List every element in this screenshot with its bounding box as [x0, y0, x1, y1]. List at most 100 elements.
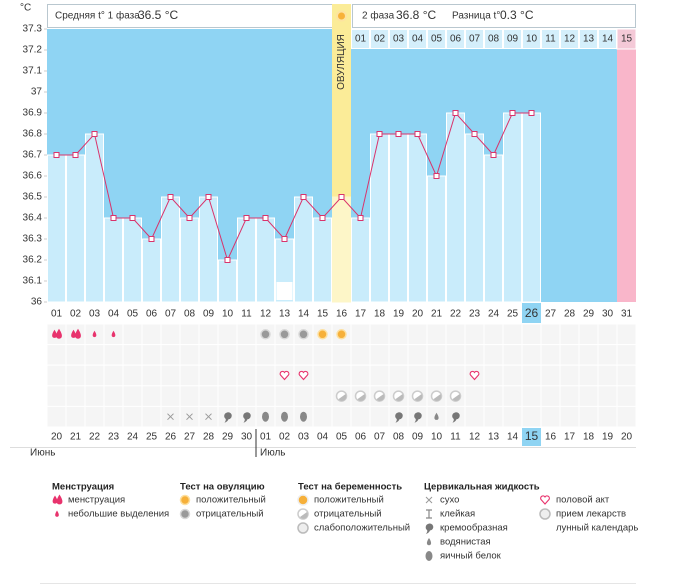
symbol-cell — [84, 364, 105, 387]
icon-ovpos — [336, 329, 347, 340]
phase2-day-label: 03 — [393, 34, 405, 45]
symbol-cell — [578, 385, 599, 407]
temperature-line — [56, 112, 532, 262]
symbol-cell — [331, 405, 352, 428]
icon-meds — [539, 508, 551, 520]
symbol-cell — [559, 344, 580, 366]
x-tick-label: 25 — [507, 309, 519, 320]
x-tick-label: 21 — [431, 309, 443, 320]
date-label: 20 — [51, 432, 63, 443]
month-label: Июль — [260, 448, 286, 459]
legend-label: слабоположительный — [314, 523, 410, 534]
symbol-cell — [312, 385, 333, 407]
x-tick-label: 14 — [298, 309, 310, 320]
disc — [298, 329, 309, 340]
bar — [408, 133, 427, 303]
x-tick-label: 18 — [374, 309, 386, 320]
symbol-cell — [179, 344, 200, 366]
comma — [243, 412, 251, 423]
phase2-cell — [541, 29, 560, 49]
drop — [52, 329, 57, 338]
symbol-cell — [160, 344, 181, 366]
x-tick-label: 20 — [412, 309, 424, 320]
symbol-cell — [84, 385, 105, 407]
bar — [484, 154, 503, 303]
phase2-day-label: 07 — [469, 34, 481, 45]
bar — [180, 217, 199, 303]
icon-moon — [541, 523, 546, 533]
phase2-day-label: 06 — [450, 34, 462, 45]
symbol-cell — [198, 385, 219, 407]
diff-value: 0.3 °C — [500, 8, 534, 22]
symbol-cell — [84, 344, 105, 366]
egg — [262, 411, 269, 422]
symbol-cell — [502, 344, 523, 366]
y-tick-label: 36.6 — [23, 171, 43, 182]
temperature-point — [186, 215, 193, 221]
symbol-cell — [483, 344, 504, 366]
disc — [179, 508, 191, 520]
symbol-cell — [559, 364, 580, 387]
bar — [123, 217, 142, 303]
icon-pregweak — [297, 522, 309, 534]
phase2-cell — [484, 29, 503, 49]
legend-label: клейкая — [440, 509, 475, 520]
bar — [332, 196, 351, 303]
symbol-cell — [179, 323, 200, 346]
moon — [541, 523, 546, 533]
icon-ovpos — [179, 494, 191, 506]
symbol-cell — [540, 323, 561, 346]
icon-heart — [279, 370, 290, 381]
x-tick-label: 06 — [146, 309, 158, 320]
date-label: 11 — [450, 432, 461, 443]
bar — [294, 196, 313, 303]
date-label: 03 — [298, 432, 310, 443]
symbol-cell — [578, 344, 599, 366]
symbol-cell — [540, 385, 561, 407]
date-label: 27 — [184, 432, 196, 443]
x-tick-label: 05 — [127, 309, 139, 320]
symbol-cell — [407, 323, 428, 346]
icon-egg — [425, 551, 433, 561]
legend-title: Цервикальная жидкость — [424, 482, 540, 493]
temperature-point — [72, 152, 79, 158]
y-tick-label: 36.9 — [23, 108, 43, 119]
symbol-cell — [559, 323, 580, 346]
symbol-cell — [217, 344, 238, 366]
symbol-cell — [103, 385, 124, 407]
symbol-cell — [331, 344, 352, 366]
symbol-cell — [483, 364, 504, 387]
symbol-cell — [141, 405, 162, 428]
symbol-cell — [597, 385, 618, 407]
symbol-cell — [388, 344, 409, 366]
bar — [370, 133, 389, 303]
shade — [338, 394, 347, 401]
temperature-point — [319, 215, 326, 221]
icon-sticky — [426, 509, 432, 519]
phase2-day-label: 14 — [602, 34, 614, 45]
symbol-cell — [122, 364, 143, 387]
phase1-label: Средняя t° 1 фаза — [55, 10, 140, 22]
symbol-cell — [160, 323, 181, 346]
legend-title: Менструация — [52, 482, 114, 493]
icon-creamy — [224, 412, 232, 423]
symbol-cell — [483, 385, 504, 407]
icon-creamy — [414, 412, 422, 423]
x — [186, 413, 193, 421]
x-tick-label: 29 — [583, 309, 595, 320]
heart — [540, 495, 550, 505]
comma — [414, 412, 422, 423]
icon-watery — [434, 412, 439, 420]
legend-label: отрицательный — [196, 509, 264, 520]
heart — [279, 370, 290, 381]
icon-dry — [205, 413, 212, 421]
shade — [395, 394, 404, 401]
symbol-cell — [502, 364, 523, 387]
icon-watery — [426, 538, 432, 546]
symbol-cell — [521, 323, 542, 346]
drop — [71, 329, 76, 338]
drop — [52, 495, 58, 504]
date-label: 20 — [621, 432, 633, 443]
symbol-cell — [274, 344, 295, 366]
drop — [426, 538, 432, 546]
